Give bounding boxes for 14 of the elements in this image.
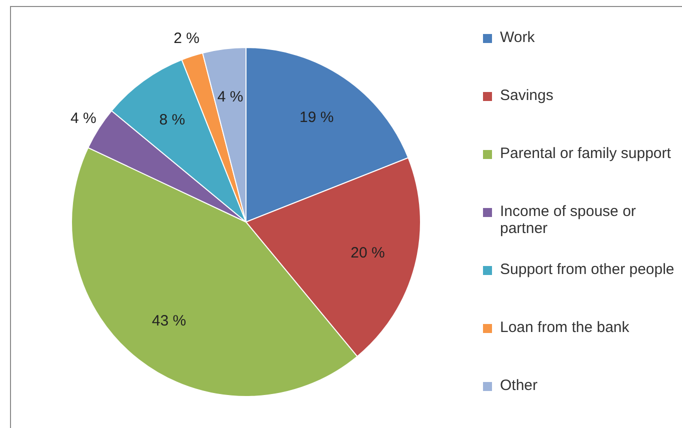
data-label: 19 %: [300, 109, 334, 126]
legend-label: Other: [500, 377, 538, 394]
data-label: 4 %: [217, 88, 244, 106]
data-label: 4 %: [70, 110, 96, 127]
legend-label: Savings: [500, 87, 554, 104]
data-label: 8 %: [159, 111, 186, 128]
legend-label: Parental or family support: [500, 145, 671, 162]
legend-label: Loan from the bank: [500, 319, 630, 336]
legend-label: Work: [500, 29, 535, 46]
legend-label: Income of spouse or partner: [500, 203, 637, 237]
data-label: 43 %: [152, 312, 186, 330]
data-label: 2 %: [174, 30, 200, 48]
data-label: 20 %: [350, 244, 385, 262]
legend-label: Support from other people: [500, 261, 674, 278]
